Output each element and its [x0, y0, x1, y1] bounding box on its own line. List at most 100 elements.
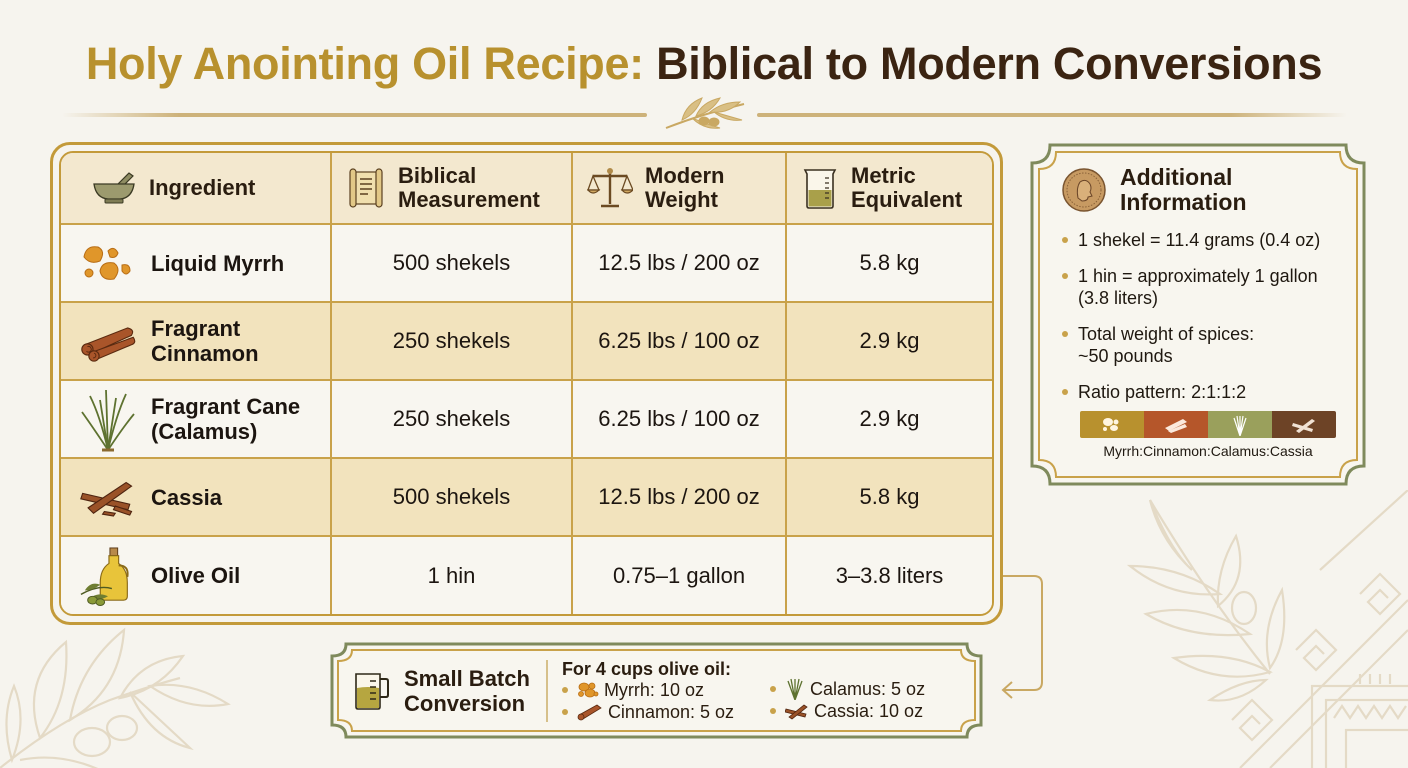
batch-title-line1: Small Batch: [404, 665, 530, 691]
metric-cell: 5.8 kg: [785, 223, 992, 303]
coin-icon: [1062, 168, 1106, 212]
header-label-line2: Equivalent: [851, 187, 963, 212]
biblical-cell: 250 shekels: [330, 379, 573, 459]
ratio-segment-calamus: [1208, 411, 1272, 438]
balance-scale-icon: [587, 168, 633, 208]
title-part-dark: Biblical to Modern Conversions: [656, 38, 1323, 89]
table-header-row: Ingredient Biblical Measurement: [61, 153, 992, 225]
additional-info-panel: Additional Information 1 shekel = 11.4 g…: [1030, 143, 1366, 486]
ratio-segment-cassia: [1272, 411, 1336, 438]
calamus-grass-icon: [1233, 415, 1247, 436]
info-bullet: Total weight of spices: ~50 pounds: [1060, 323, 1342, 367]
cinnamon-sticks-icon: [577, 704, 602, 720]
metric-cell: 2.9 kg: [785, 379, 992, 459]
ratio-label: Myrrh:Cinnamon:Calamus:Cassia: [1103, 443, 1313, 459]
small-batch-panel: Small Batch Conversion For 4 cups olive …: [330, 642, 983, 739]
header-label-line1: Metric: [851, 163, 916, 188]
ingredient-name: Olive Oil: [151, 563, 241, 588]
ingredient-name-line1: Fragrant: [151, 316, 241, 341]
info-title-line2: Information: [1120, 189, 1247, 215]
title-part-gold: Holy Anointing Oil Recipe:: [85, 38, 644, 89]
scroll-icon: [349, 168, 383, 208]
batch-subtitle: For 4 cups olive oil:: [561, 658, 731, 679]
metric-cell: 2.9 kg: [785, 301, 992, 381]
table-row: Olive Oil 1 hin 0.75–1 gallon 3–3.8 lite…: [61, 535, 992, 614]
panel-frame: [330, 642, 983, 739]
info-title-line1: Additional: [1120, 164, 1233, 190]
biblical-cell: 500 shekels: [330, 223, 573, 303]
olive-oil-bottle-icon: [80, 546, 129, 606]
header-modern-weight: Modern Weight: [571, 153, 787, 225]
cinnamon-sticks-icon: [81, 327, 136, 362]
measuring-cup-icon: [355, 672, 389, 710]
table-row: Fragrant Cinnamon 250 shekels 6.25 lbs /…: [61, 301, 992, 381]
ingredient-name-line1: Fragrant Cane: [151, 394, 301, 419]
ingredient-cell: Olive Oil: [61, 535, 332, 614]
header-label-line2: Measurement: [398, 187, 540, 212]
connector-arrow: [1001, 575, 1043, 699]
beaker-icon: [803, 169, 837, 209]
batch-list-right: Calamus: 5 oz Cassia: 10 oz: [770, 678, 925, 722]
olive-branch-icon: [665, 97, 745, 129]
conversion-table-frame: Ingredient Biblical Measurement: [50, 142, 1003, 625]
cassia-bark-icon: [785, 704, 808, 719]
info-bullet: 1 hin = approximately 1 gallon (3.8 liter…: [1060, 265, 1342, 309]
header-metric-equivalent: Metric Equivalent: [785, 153, 992, 225]
ingredient-name: Cassia: [151, 484, 222, 510]
ingredient-cell: Fragrant Cane (Calamus): [61, 379, 332, 459]
ingredient-cell: Cassia: [61, 457, 332, 537]
calamus-grass-icon: [787, 678, 803, 700]
ingredient-cell: Fragrant Cinnamon: [61, 301, 332, 381]
modern-cell: 0.75–1 gallon: [571, 535, 787, 614]
biblical-cell: 250 shekels: [330, 301, 573, 381]
table-row: Fragrant Cane (Calamus) 250 shekels 6.25…: [61, 379, 992, 459]
olive-branch-decoration-left: [0, 627, 231, 768]
ingredient-name-line2: (Calamus): [151, 419, 258, 444]
modern-cell: 12.5 lbs / 200 oz: [571, 223, 787, 303]
metric-cell: 5.8 kg: [785, 457, 992, 537]
page-title: Holy Anointing Oil Recipe: Biblical to M…: [0, 38, 1408, 90]
header-label: Ingredient: [149, 175, 256, 200]
conversion-table: Ingredient Biblical Measurement: [61, 153, 992, 614]
batch-item: Cassia: 10 oz: [770, 700, 925, 722]
myrrh-resin-icon: [1103, 417, 1119, 431]
batch-item: Cinnamon: 5 oz: [561, 701, 734, 723]
modern-cell: 6.25 lbs / 100 oz: [571, 301, 787, 381]
ratio-segment-cinnamon: [1144, 411, 1208, 438]
mortar-pestle-icon: [93, 172, 135, 204]
info-bullet: Ratio pattern: 2:1:1:2: [1060, 381, 1342, 403]
ratio-bar: [1080, 411, 1336, 438]
cassia-bark-icon: [80, 481, 133, 517]
cinnamon-sticks-icon: [1165, 418, 1187, 433]
modern-cell: 12.5 lbs / 200 oz: [571, 457, 787, 537]
ingredient-name-line2: Cinnamon: [151, 341, 259, 366]
batch-item: Calamus: 5 oz: [770, 678, 925, 700]
myrrh-resin-icon: [83, 246, 131, 280]
header-label-line1: Modern: [645, 163, 725, 188]
table-row: Cassia 500 shekels 12.5 lbs / 200 oz 5.8…: [61, 457, 992, 537]
batch-item: Myrrh: 10 oz: [561, 679, 734, 701]
ingredient-name: Liquid Myrrh: [151, 250, 285, 276]
title-divider-left: [62, 113, 647, 117]
modern-cell: 6.25 lbs / 100 oz: [571, 379, 787, 459]
ratio-segment-myrrh: [1080, 411, 1144, 438]
info-bullet: 1 shekel = 11.4 grams (0.4 oz): [1060, 229, 1342, 251]
batch-title-line2: Conversion: [404, 690, 526, 716]
header-label-line1: Biblical: [398, 163, 477, 188]
calamus-grass-icon: [81, 389, 135, 452]
cassia-bark-icon: [1292, 418, 1315, 433]
title-divider-right: [757, 113, 1347, 117]
header-ingredient: Ingredient: [61, 153, 332, 225]
batch-list-left: Myrrh: 10 oz Cinnamon: 5 oz: [561, 679, 734, 723]
info-bullet-list: 1 shekel = 11.4 grams (0.4 oz) 1 hin = a…: [1060, 229, 1342, 403]
metric-cell: 3–3.8 liters: [785, 535, 992, 614]
greek-key-decoration: [1126, 490, 1408, 768]
header-biblical-measurement: Biblical Measurement: [330, 153, 573, 225]
ingredient-cell: Liquid Myrrh: [61, 223, 332, 303]
panel-frame: [1030, 143, 1366, 486]
divider: [545, 659, 548, 722]
biblical-cell: 1 hin: [330, 535, 573, 614]
header-label-line2: Weight: [645, 187, 718, 212]
biblical-cell: 500 shekels: [330, 457, 573, 537]
myrrh-resin-icon: [578, 682, 599, 697]
